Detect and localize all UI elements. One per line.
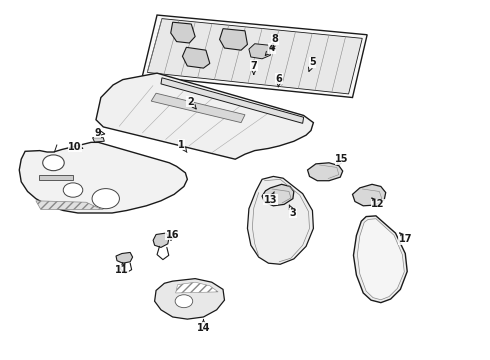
Polygon shape bbox=[116, 252, 133, 263]
Text: 11: 11 bbox=[115, 264, 128, 275]
Text: 16: 16 bbox=[166, 230, 179, 240]
Polygon shape bbox=[171, 22, 195, 43]
Text: 9: 9 bbox=[94, 128, 105, 138]
Polygon shape bbox=[151, 93, 245, 123]
Polygon shape bbox=[19, 142, 187, 213]
Polygon shape bbox=[39, 175, 73, 180]
Text: 6: 6 bbox=[276, 74, 283, 87]
Polygon shape bbox=[36, 201, 103, 210]
Polygon shape bbox=[247, 176, 314, 264]
Text: 14: 14 bbox=[196, 319, 210, 333]
Text: 3: 3 bbox=[289, 205, 296, 218]
Text: 10: 10 bbox=[68, 142, 83, 152]
Polygon shape bbox=[262, 184, 294, 206]
Polygon shape bbox=[153, 233, 169, 247]
Polygon shape bbox=[143, 15, 367, 98]
Polygon shape bbox=[161, 78, 304, 123]
Polygon shape bbox=[357, 219, 404, 300]
Circle shape bbox=[175, 295, 193, 308]
Text: 7: 7 bbox=[250, 61, 257, 75]
Text: 17: 17 bbox=[398, 233, 412, 244]
Polygon shape bbox=[155, 279, 224, 319]
Text: 12: 12 bbox=[371, 198, 385, 210]
Polygon shape bbox=[175, 282, 218, 293]
Circle shape bbox=[63, 183, 83, 197]
Polygon shape bbox=[353, 216, 407, 303]
Text: 5: 5 bbox=[309, 57, 316, 71]
Text: 15: 15 bbox=[335, 154, 348, 166]
Text: 1: 1 bbox=[178, 140, 187, 152]
Polygon shape bbox=[96, 73, 314, 159]
Polygon shape bbox=[182, 47, 210, 68]
Text: 13: 13 bbox=[264, 192, 277, 205]
Text: 2: 2 bbox=[187, 97, 196, 109]
Text: 8: 8 bbox=[271, 35, 279, 49]
Polygon shape bbox=[352, 184, 386, 206]
Polygon shape bbox=[220, 29, 247, 50]
Circle shape bbox=[92, 189, 120, 209]
Polygon shape bbox=[249, 44, 270, 59]
Polygon shape bbox=[93, 138, 104, 142]
Text: 4: 4 bbox=[265, 43, 275, 55]
Polygon shape bbox=[308, 163, 343, 181]
Circle shape bbox=[43, 155, 64, 171]
Polygon shape bbox=[147, 19, 362, 94]
